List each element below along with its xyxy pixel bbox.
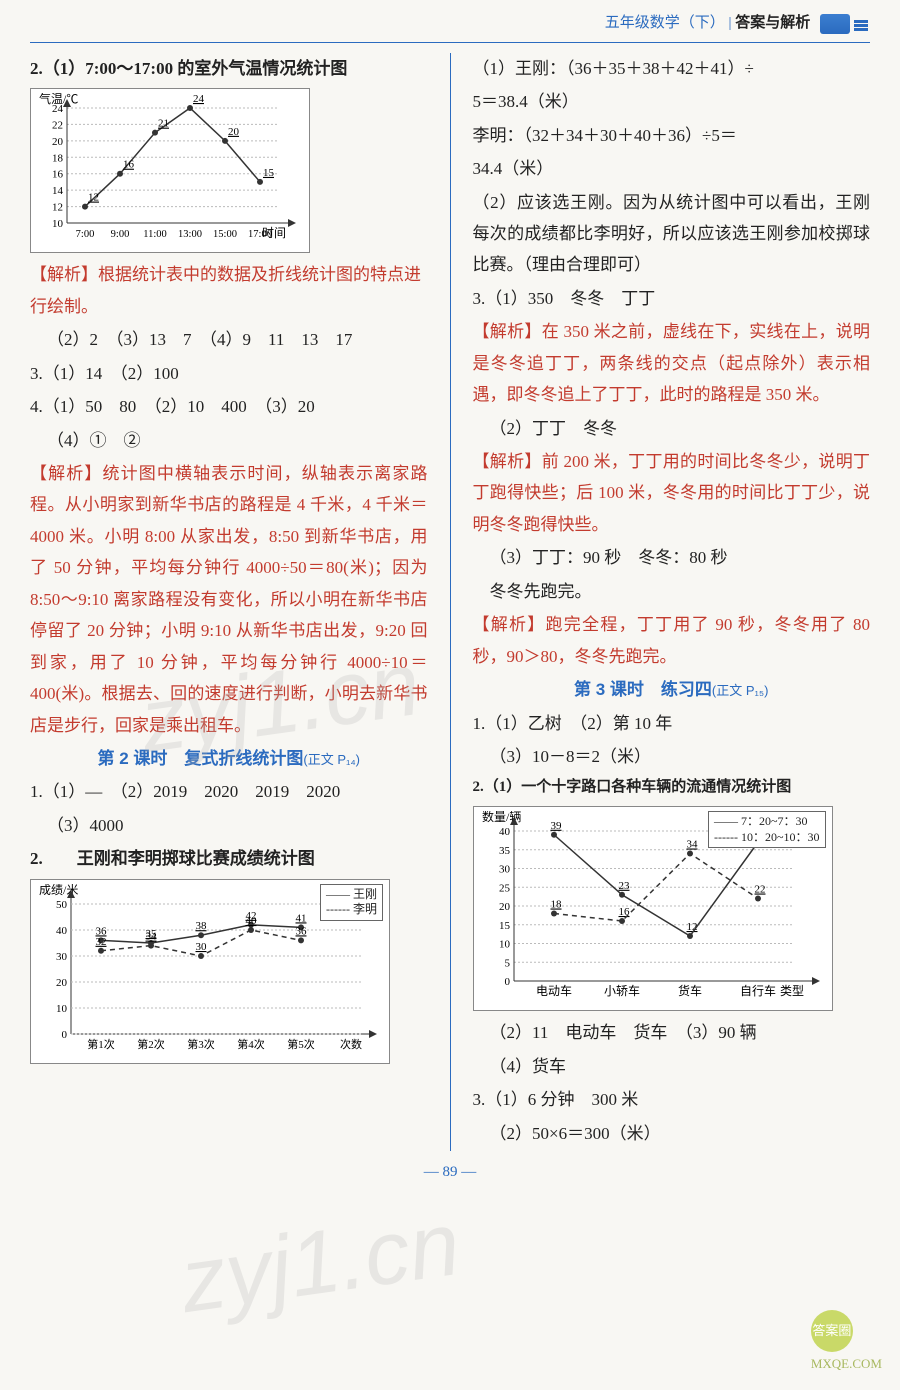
svg-text:32: 32 [96,935,107,947]
lesson-2: 第 2 课时 复式折线统计图(正文 P₁₄) [30,743,428,774]
svg-text:20: 20 [228,126,240,138]
svg-text:17:00: 17:00 [248,229,272,240]
subject: 五年级数学（下） [605,15,725,31]
svg-text:41: 41 [296,912,307,924]
svg-text:40: 40 [499,826,511,838]
svg-text:36: 36 [296,925,308,937]
watermark: zyj1.cn [170,1161,471,1365]
lesson-3: 第 3 课时 练习四(正文 P₁₅) [473,674,871,705]
svg-text:24: 24 [52,103,64,115]
svg-text:13:00: 13:00 [178,229,202,240]
chart-traffic: —— 7：20~7：30 ------ 10：20~10：30 数量/辆 051… [473,806,833,1011]
r-q3a: 3.（1）350 冬冬 丁丁 [473,283,871,314]
svg-text:第4次: 第4次 [237,1037,265,1051]
svg-text:20: 20 [52,136,64,148]
q4b: （4）① ② [30,425,428,456]
svg-text:0: 0 [62,1029,68,1041]
svg-text:类型: 类型 [780,984,804,998]
svg-text:24: 24 [193,93,205,105]
left-column: 2.（1）7:00～17:00 的室外气温情况统计图 气温/℃ 10121416… [30,53,428,1151]
q4a: 4.（1）50 80 （2）10 400 （3）20 [30,391,428,422]
svg-text:自行车: 自行车 [739,983,775,998]
chart2-legend: —— 王刚 ------ 李明 [320,884,383,921]
svg-text:10: 10 [499,939,511,951]
right-column: （1）王刚：（36＋35＋38＋42＋41）÷ 5＝38.4（米） 李明：（32… [473,53,871,1151]
svg-text:35: 35 [499,845,511,857]
svg-text:15: 15 [499,920,511,932]
svg-text:25: 25 [499,882,511,894]
svg-text:0: 0 [504,976,510,988]
svg-text:14: 14 [52,185,64,197]
svg-text:20: 20 [56,977,68,989]
svg-text:7:00: 7:00 [76,229,95,240]
svg-text:18: 18 [550,899,562,911]
svg-text:12: 12 [88,192,99,204]
svg-text:34: 34 [146,930,158,942]
svg-text:39: 39 [550,820,562,832]
q2-title: 2.（1）7:00～17:00 的室外气温情况统计图 [30,53,428,84]
svg-text:第1次: 第1次 [87,1037,115,1051]
q3: 3.（1）14 （2）100 [30,358,428,389]
chart1-svg: 气温/℃ 1012141618202224 121621242015 时间 7:… [37,93,303,243]
svg-text:次数: 次数 [340,1037,362,1051]
svg-text:10: 10 [56,1003,68,1015]
svg-text:16: 16 [123,159,135,171]
svg-text:40: 40 [56,925,68,937]
chart-throw: —— 王刚 ------ 李明 成绩/米 01020304050 3635384… [30,879,390,1064]
svg-text:21: 21 [158,118,169,130]
svg-text:15:00: 15:00 [213,229,237,240]
svg-text:30: 30 [196,941,208,953]
svg-text:5: 5 [504,957,510,969]
svg-text:小轿车: 小轿车 [603,983,639,998]
svg-text:34: 34 [686,839,698,851]
chart3-legend: —— 7：20~7：30 ------ 10：20~10：30 [708,811,825,848]
page-number: — 89 — [30,1159,870,1187]
svg-text:12: 12 [52,202,63,214]
svg-text:11:00: 11:00 [143,229,167,240]
svg-text:22: 22 [52,120,63,132]
l2-q1: 1.（1）— （2）2019 2020 2019 2020 [30,776,428,807]
svg-text:货车: 货车 [677,983,701,998]
svg-text:电动车: 电动车 [535,983,571,998]
q2b: （2）2 （3）13 7 （4）9 11 13 17 [30,324,428,355]
answers-label: 答案与解析 [735,15,810,31]
chart-temperature: 气温/℃ 1012141618202224 121621242015 时间 7:… [30,88,310,253]
svg-text:38: 38 [196,920,208,932]
svg-text:30: 30 [56,951,68,963]
analysis-label: 【解析】 [30,265,98,284]
svg-text:30: 30 [499,864,511,876]
svg-text:50: 50 [56,899,68,911]
book-icon [820,14,850,34]
chart2-title: 2. 王刚和李明掷球比赛成绩统计图 [30,843,428,874]
svg-text:第3次: 第3次 [187,1037,215,1051]
svg-text:40: 40 [246,915,258,927]
page-header: 五年级数学（下） | 答案与解析 [30,10,870,38]
svg-text:9:00: 9:00 [111,229,130,240]
svg-text:10: 10 [52,218,64,230]
svg-text:第5次: 第5次 [287,1037,315,1051]
svg-text:第2次: 第2次 [137,1037,165,1051]
svg-text:22: 22 [754,884,765,896]
svg-text:16: 16 [618,906,630,918]
header-divider [30,42,870,43]
svg-text:23: 23 [618,880,630,892]
svg-text:16: 16 [52,169,64,181]
svg-text:15: 15 [263,167,275,179]
column-divider [450,53,451,1151]
svg-text:20: 20 [499,901,511,913]
chart3-title: 2.（1）一个十字路口各种车辆的流通情况统计图 [473,774,871,802]
site-logo: 答案圈 MXQE.COM [811,1310,882,1376]
svg-text:18: 18 [52,152,64,164]
